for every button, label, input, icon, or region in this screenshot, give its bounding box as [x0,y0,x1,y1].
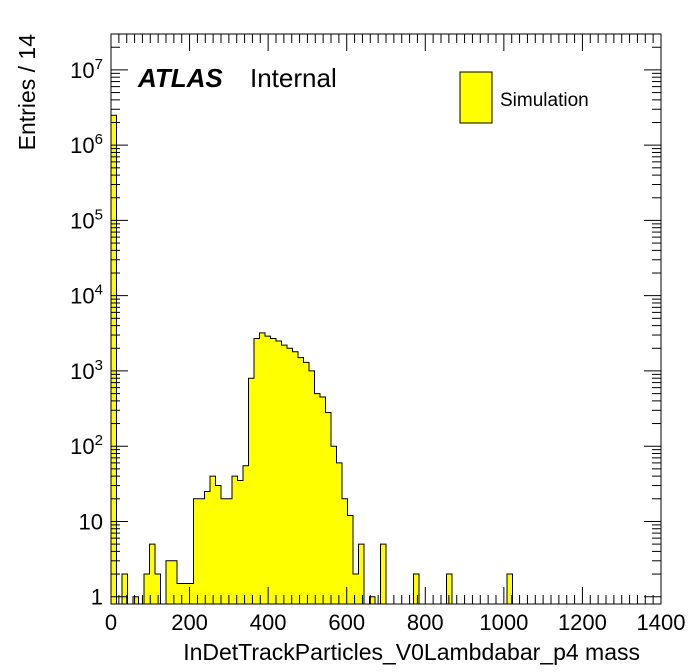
histogram-bar [182,583,188,604]
histogram-bar [133,596,139,604]
histogram-bar [111,115,117,605]
histogram-bar [210,476,216,604]
histogram-bar [177,583,183,604]
histogram-bar [298,357,304,604]
histogram-bar [320,397,326,604]
histogram-bar [166,560,172,604]
histogram-bar [270,338,276,604]
x-tick-label: 400 [250,610,287,635]
y-tick-label: 106 [70,131,103,158]
y-tick-label: 10 [79,509,103,534]
histogram-bar [342,498,348,604]
histogram-bar [380,544,386,604]
y-tick-label: 107 [70,56,103,83]
histogram-bar [199,498,205,604]
histogram-bar [254,338,260,604]
histogram-bar [144,574,150,604]
histogram-bar [193,498,199,604]
histogram-bar [369,596,375,604]
histogram-bar [221,498,227,604]
legend-label: Simulation [500,90,589,111]
histogram-bars [111,115,513,605]
histogram-bar [446,574,452,604]
histogram-bar [303,362,309,604]
x-tick-label: 0 [105,610,117,635]
histogram-bar [325,412,331,604]
y-tick-label: 1 [91,585,103,610]
histogram-bar [507,574,513,604]
histogram-bar [155,574,161,604]
histogram-bar [336,462,342,604]
histogram-bar [353,574,359,604]
histogram-bar [188,583,194,604]
histogram-bar [237,480,243,604]
histogram-bar [276,340,282,604]
y-tick-label: 102 [70,432,103,459]
x-tick-labels: 0 200 400 600 800 1000 1200 1400 [105,610,686,635]
histogram-bar [232,476,238,604]
y-axis-title: Entries / 14 [14,34,40,151]
atlas-sublabel: Internal [250,63,337,93]
x-tick-label: 1000 [479,610,528,635]
histogram-bar [215,485,221,604]
histogram-bar [413,574,419,604]
x-tick-label: 200 [171,610,208,635]
histogram-bar [149,544,155,604]
x-axis-title: InDetTrackParticles_V0Lambdabar_p4 mass [183,639,640,665]
histogram-bar [292,351,298,604]
atlas-label: ATLAS [137,63,223,93]
x-tick-label: 800 [407,610,444,635]
legend-swatch [459,71,493,124]
histogram-bar [314,393,320,604]
y-tick-labels: 1 10 102 103 104 105 106 107 [70,56,103,610]
x-tick-label: 600 [328,610,365,635]
y-tick-label: 105 [70,206,103,233]
histogram-bar [347,515,353,604]
x-tick-label: 1400 [637,610,686,635]
x-tick-label: 1200 [558,610,607,635]
histogram-bar [122,574,128,604]
histogram-bar [309,370,315,604]
histogram-bar [204,491,210,604]
axis-ticks [110,33,662,604]
histogram-bar [171,560,177,604]
y-tick-label: 103 [70,357,103,384]
histogram-bar [243,465,249,604]
histogram-bar [265,336,271,604]
histogram-bar [287,348,293,604]
histogram-bar [259,332,265,604]
y-tick-label: 104 [70,282,103,309]
histogram-bar [248,378,254,604]
histogram-bar [281,345,287,604]
histogram-bar [331,446,337,604]
legend: Simulation [459,71,589,124]
histogram-bar [226,498,232,604]
histogram-bar [358,544,364,604]
